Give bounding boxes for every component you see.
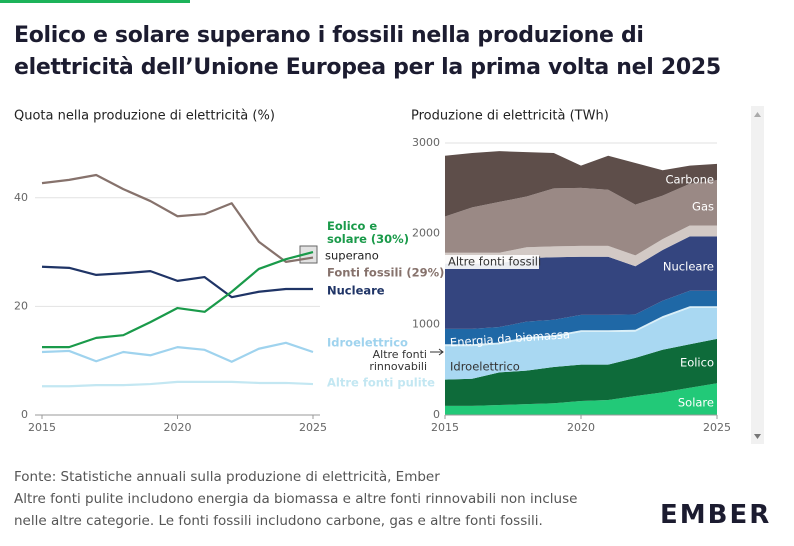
series-label: Carbone	[665, 173, 714, 187]
area	[445, 338, 717, 406]
series-line	[41, 265, 313, 299]
x-tick-label: 2015	[431, 421, 459, 434]
x-tick-label: 2015	[28, 421, 56, 434]
left-chart-title: Quota nella produzione di elettricità (%…	[14, 109, 275, 124]
y-tick-label: 3000	[412, 136, 440, 149]
series-label-box: Altre fonti rinnovabili	[369, 349, 427, 373]
area	[445, 236, 717, 329]
label-arrow	[430, 348, 444, 356]
y-tick-label: 2000	[412, 227, 440, 240]
series-line	[42, 251, 314, 349]
series-label: Solare	[678, 396, 714, 410]
charts: Quota nella produzione di elettricità (%…	[14, 106, 764, 444]
annotation: superano	[325, 249, 379, 263]
series-label: Altre fonti pulite	[327, 376, 435, 390]
series-line	[41, 341, 314, 363]
title: Eolico e solare superano i fossili nella…	[14, 23, 721, 80]
series-label: Eolico	[680, 356, 714, 370]
series-label: Altre fonti fossili	[448, 255, 541, 269]
series-label: Nucleare	[663, 260, 714, 274]
right-chart-title: Produzione di elettricità (TWh)	[411, 109, 609, 124]
series-line	[42, 380, 314, 388]
x-tick-label: 2020	[567, 421, 595, 434]
area	[445, 308, 717, 380]
series-line	[41, 173, 314, 263]
area	[445, 151, 717, 217]
series-label: Gas	[692, 200, 714, 214]
y-tick-label: 0	[433, 408, 440, 421]
scroll-down[interactable]	[754, 434, 761, 439]
scroll-up[interactable]	[754, 112, 761, 117]
series-label: Idroelettrico	[327, 336, 408, 350]
scrollbar-track[interactable]	[751, 106, 764, 444]
series-label: Fonti fossili (29%)	[327, 266, 444, 280]
label-bg	[445, 255, 539, 269]
y-tick-label: 40	[14, 191, 28, 204]
y-tick-label: 0	[21, 408, 28, 421]
area	[445, 290, 717, 345]
accent-bar	[0, 0, 190, 3]
area	[445, 383, 717, 415]
y-tick-label: 20	[14, 299, 28, 312]
x-tick-label: 2025	[299, 421, 327, 434]
logo: EMBER	[660, 500, 772, 530]
series-label-box: Eolico e solare (30%)	[327, 220, 409, 246]
note: Altre fonti pulite includono energia da …	[14, 491, 578, 529]
source: Fonte: Statistiche annuali sulla produzi…	[14, 469, 440, 485]
x-tick-label: 2020	[164, 421, 192, 434]
x-tick-label: 2025	[703, 421, 731, 434]
y-tick-label: 1000	[412, 317, 440, 330]
area	[445, 180, 717, 256]
series-label: Idroelettrico	[450, 360, 520, 374]
series-label: Nucleare	[327, 284, 385, 298]
series-label: Eolico e solare (30%)	[327, 220, 409, 246]
series-label: Altre fonti rinnovabili	[369, 349, 427, 373]
